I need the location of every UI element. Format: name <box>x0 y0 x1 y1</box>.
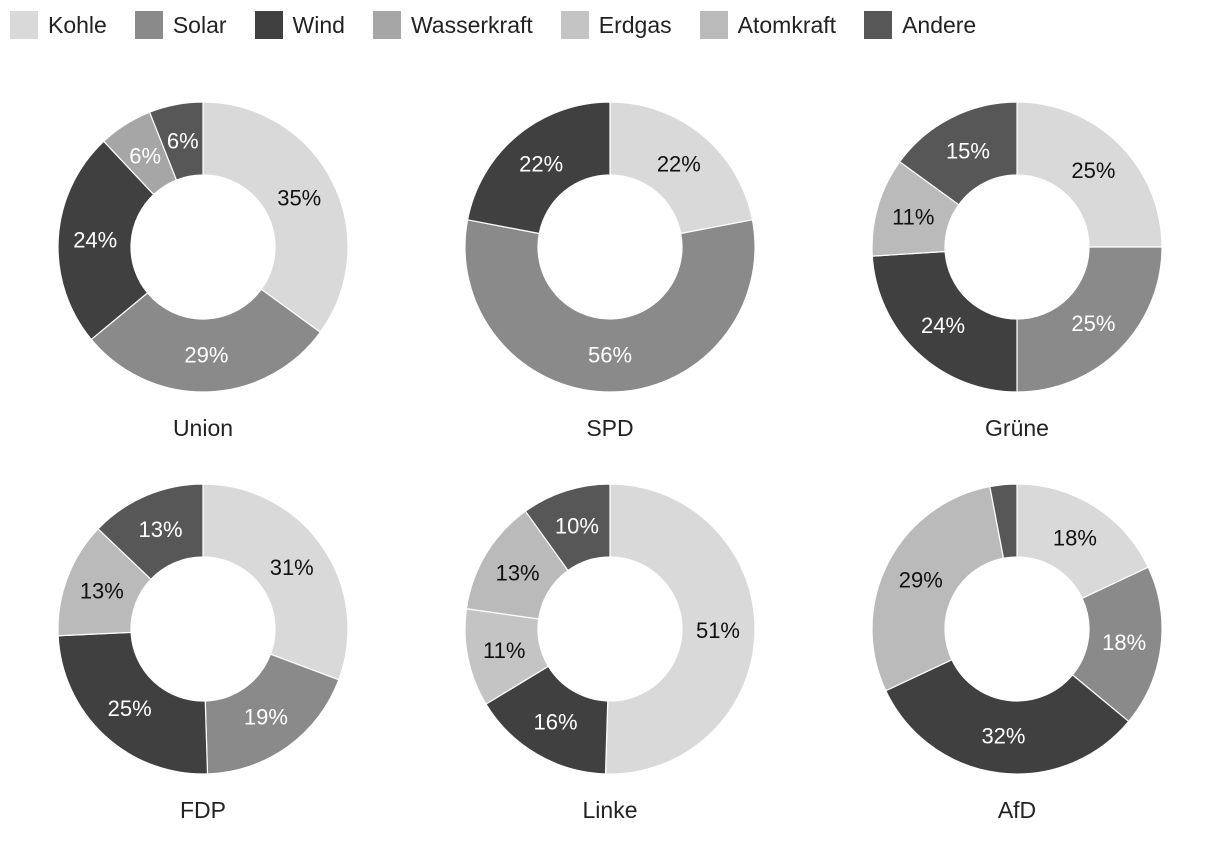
slice-afd-andere[interactable] <box>989 483 1018 559</box>
chart-title-linke: Linke <box>583 797 638 823</box>
slice-union-wind[interactable] <box>57 140 155 341</box>
donut-spd: 22% 56% 22% SPD <box>464 101 756 441</box>
data-label-fdp-atomkraft: 13% <box>80 579 124 604</box>
donut-fdp: 31% 19% 25% 13% 13% FDP <box>57 483 349 823</box>
legend-label-solar: Solar <box>172 11 227 38</box>
legend-swatch-atomkraft <box>699 11 728 39</box>
data-label-grune-solar: 25% <box>1071 311 1115 336</box>
legend: Kohle Solar Wind Wasserkraft Erdgas Atom… <box>10 10 1004 40</box>
slice-spd-solar[interactable] <box>464 219 756 393</box>
legend-item-erdgas[interactable]: Erdgas <box>560 11 672 39</box>
slice-afd-wind[interactable] <box>885 658 1130 775</box>
legend-label-atomkraft: Atomkraft <box>737 11 837 38</box>
legend-item-wasserkraft[interactable]: Wasserkraft <box>372 11 533 39</box>
data-label-linke-atomkraft: 13% <box>496 561 540 586</box>
slice-linke-kohle[interactable] <box>604 483 756 775</box>
legend-label-kohle: Kohle <box>48 11 107 38</box>
chart-title-union: Union <box>173 415 233 441</box>
data-label-afd-solar: 18% <box>1102 630 1146 655</box>
legend-swatch-solar <box>134 11 163 39</box>
donut-linke: 51% 16% 11% 13% 10% Linke <box>464 483 756 823</box>
legend-swatch-wasserkraft <box>372 11 401 39</box>
slice-union-solar[interactable] <box>90 288 322 393</box>
legend-swatch-kohle <box>10 11 38 39</box>
legend-item-kohle[interactable]: Kohle <box>10 11 107 39</box>
donut-union: 35% 29% 24% 6%6% Union <box>57 101 349 441</box>
slice-spd-kohle[interactable] <box>609 101 754 235</box>
data-label-spd-wind: 22% <box>519 151 563 176</box>
slice-spd-wind[interactable] <box>466 101 611 235</box>
chart-title-fdp: FDP <box>180 797 226 823</box>
slice-fdp-kohle[interactable] <box>202 483 349 681</box>
data-label-fdp-solar: 19% <box>244 704 288 729</box>
data-label-linke-andere: 10% <box>555 514 599 539</box>
slice-linke-andere[interactable] <box>524 483 611 572</box>
chart-title-grune: Grüne <box>985 415 1049 441</box>
slice-union-kohle[interactable] <box>202 101 349 334</box>
legend-swatch-erdgas <box>560 11 589 39</box>
legend-label-wasserkraft: Wasserkraft <box>410 11 533 38</box>
chart-title-spd: SPD <box>586 415 633 441</box>
data-label-spd-kohle: 22% <box>657 151 701 176</box>
legend-item-atomkraft[interactable]: Atomkraft <box>699 11 837 39</box>
data-label-linke-erdgas: 11% <box>483 638 525 663</box>
data-label-grune-atomkraft: 11% <box>892 204 934 229</box>
slice-afd-atomkraft[interactable] <box>871 485 1005 692</box>
legend-item-solar[interactable]: Solar <box>134 11 227 39</box>
data-label-linke-wind: 16% <box>533 710 577 735</box>
data-label-union-kohle: 35% <box>277 185 321 210</box>
data-label-union-andere: 6% <box>167 128 199 153</box>
slice-grune-andere[interactable] <box>898 101 1018 206</box>
legend-swatch-andere <box>864 11 893 39</box>
legend-item-wind[interactable]: Wind <box>254 11 345 39</box>
data-label-union-wasserkraft: 6% <box>129 143 161 168</box>
slice-afd-solar[interactable] <box>1071 566 1163 723</box>
slice-union-andere[interactable] <box>148 101 204 181</box>
data-label-afd-wind: 32% <box>981 724 1025 749</box>
data-label-grune-wind: 24% <box>921 313 965 338</box>
data-label-fdp-andere: 13% <box>138 517 182 542</box>
data-label-afd-atomkraft: 29% <box>899 567 943 592</box>
slice-grune-kohle[interactable] <box>1016 101 1163 248</box>
data-label-union-solar: 29% <box>184 342 228 367</box>
data-label-afd-kohle: 18% <box>1053 525 1097 550</box>
legend-item-andere[interactable]: Andere <box>864 11 976 39</box>
data-label-spd-solar: 56% <box>588 343 632 368</box>
data-label-fdp-kohle: 31% <box>270 555 314 580</box>
slice-grune-wind[interactable] <box>871 250 1018 393</box>
slice-afd-kohle[interactable] <box>1016 483 1149 600</box>
data-label-grune-andere: 15% <box>946 138 990 163</box>
legend-label-erdgas: Erdgas <box>598 11 672 38</box>
legend-label-andere: Andere <box>902 11 977 38</box>
data-label-union-wind: 24% <box>73 228 117 253</box>
data-label-linke-kohle: 51% <box>696 618 740 643</box>
slice-grune-solar[interactable] <box>1016 246 1163 393</box>
chart-title-afd: AfD <box>998 797 1036 823</box>
donut-afd: 18% 18% 32% 29% AfD <box>871 483 1163 823</box>
legend-swatch-wind <box>254 11 283 39</box>
slice-fdp-wind[interactable] <box>57 631 209 775</box>
slice-fdp-andere[interactable] <box>97 483 204 581</box>
donut-grune: 25% 25% 24% 11% 15% Grüne <box>871 101 1163 441</box>
slice-fdp-solar[interactable] <box>204 653 340 775</box>
data-label-fdp-wind: 25% <box>108 696 152 721</box>
legend-label-wind: Wind <box>292 11 345 38</box>
data-label-grune-kohle: 25% <box>1071 158 1115 183</box>
